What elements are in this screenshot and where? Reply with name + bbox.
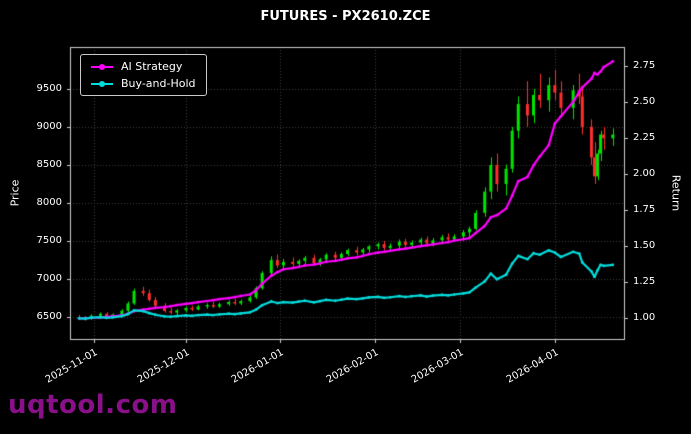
ai-strategy-line-icon xyxy=(91,63,113,71)
legend-label-buy-and-hold: Buy-and-Hold xyxy=(121,77,196,90)
price-tick-label: 8000 xyxy=(36,197,62,208)
price-tick-label: 7000 xyxy=(36,273,62,285)
return-tick-label: 2.25 xyxy=(633,131,656,143)
watermark: uqtool.com xyxy=(8,390,178,420)
price-tick-label: 9500 xyxy=(36,82,62,94)
return-tick-label: 2.50 xyxy=(633,95,656,107)
return-tick-label: 1.50 xyxy=(633,240,656,252)
price-tick-label: 7500 xyxy=(36,235,62,247)
price-tick-label: 9000 xyxy=(36,120,62,132)
price-tick-label: 6500 xyxy=(36,311,62,323)
y-axis-label-return: Return xyxy=(669,174,683,212)
legend: AI Strategy Buy-and-Hold xyxy=(80,54,207,96)
return-tick-label: 1.25 xyxy=(633,276,656,288)
return-tick-label: 2.75 xyxy=(633,59,656,71)
legend-item-buy-and-hold: Buy-and-Hold xyxy=(91,77,196,90)
return-tick-label: 1.75 xyxy=(633,204,656,216)
y-axis-label-price: Price xyxy=(8,179,22,207)
return-tick-label: 1.00 xyxy=(633,312,656,324)
return-tick-label: 2.00 xyxy=(633,168,656,179)
legend-item-ai-strategy: AI Strategy xyxy=(91,60,196,73)
buy-and-hold-line-icon xyxy=(91,80,113,88)
price-tick-label: 8500 xyxy=(36,158,62,170)
legend-label-ai-strategy: AI Strategy xyxy=(121,60,183,73)
chart-title: FUTURES - PX2610.ZCE xyxy=(260,9,431,24)
